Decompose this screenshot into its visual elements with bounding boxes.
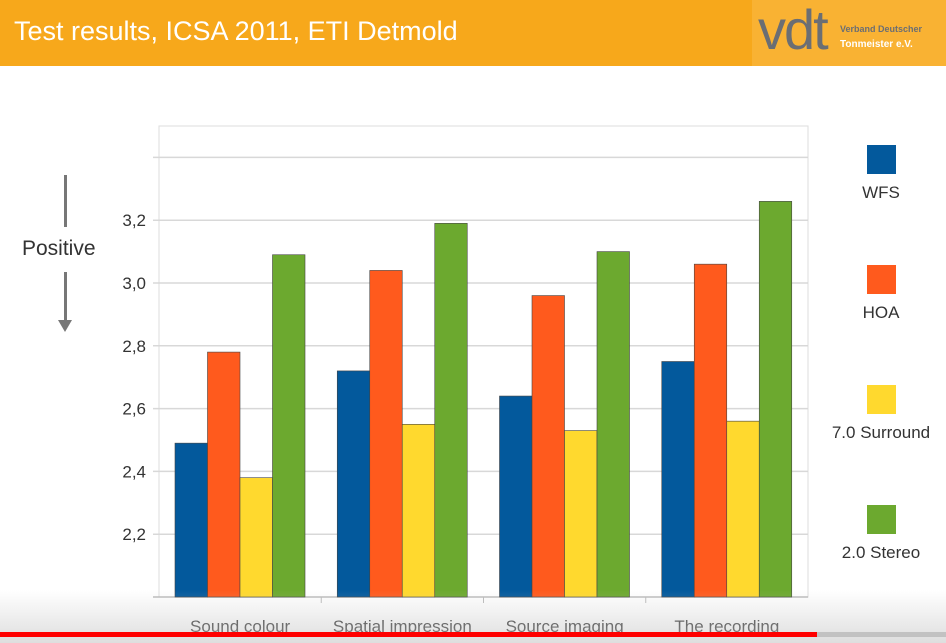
y-tick-label: 2,6 [122, 400, 146, 419]
legend-label: HOA [862, 303, 900, 322]
legend-label: 2.0 Stereo [841, 543, 921, 562]
bar-7-0-surround [726, 420, 760, 598]
logo-line2: Tonmeister e.V. [840, 39, 913, 50]
bar-2-0-stereo [758, 201, 793, 598]
y-tick-label: 3,0 [122, 274, 146, 293]
bar-hoa [531, 295, 565, 598]
legend-swatch [867, 145, 896, 174]
legend-swatch [867, 265, 896, 294]
logo-line1: Verband Deutscher [840, 24, 923, 34]
bar-hoa [369, 270, 403, 598]
legend-label: 7.0 Surround [831, 423, 931, 442]
bar-wfs [174, 442, 208, 598]
bar-wfs [661, 361, 695, 598]
bar-hoa [693, 263, 728, 598]
legend-label: WFS [862, 183, 900, 202]
vdt-logo: vdt Verband Deutscher Tonmeister e.V. [752, 0, 946, 66]
video-progress-bar[interactable] [0, 632, 946, 637]
y-tick-label: 2,2 [122, 525, 146, 544]
slide-title: Test results, ICSA 2011, ETI Detmold [14, 16, 458, 46]
y-tick-label: 3,2 [122, 211, 146, 230]
bar-2-0-stereo [272, 254, 306, 598]
bar-hoa [207, 351, 241, 598]
bar-wfs [336, 370, 371, 598]
slide-header: Test results, ICSA 2011, ETI Detmold vdt… [0, 0, 946, 66]
legend-swatch [867, 505, 896, 534]
y-tick-label: 2,4 [122, 462, 146, 481]
y-tick-label: 2,8 [122, 337, 146, 356]
legend-swatch [867, 385, 896, 414]
bar-2-0-stereo [596, 251, 630, 598]
arrow-down-icon [64, 272, 67, 324]
positive-label: Positive [22, 237, 96, 260]
bar-7-0-surround [564, 430, 598, 598]
logo-text: vdt [758, 2, 829, 58]
bar-7-0-surround [239, 477, 273, 598]
arrow-head-icon [58, 320, 72, 332]
arrow-up-line [64, 175, 67, 227]
video-progress-fill [0, 632, 818, 637]
bar-2-0-stereo [434, 223, 468, 598]
bar-wfs [499, 395, 533, 598]
bar-7-0-surround [401, 423, 436, 598]
